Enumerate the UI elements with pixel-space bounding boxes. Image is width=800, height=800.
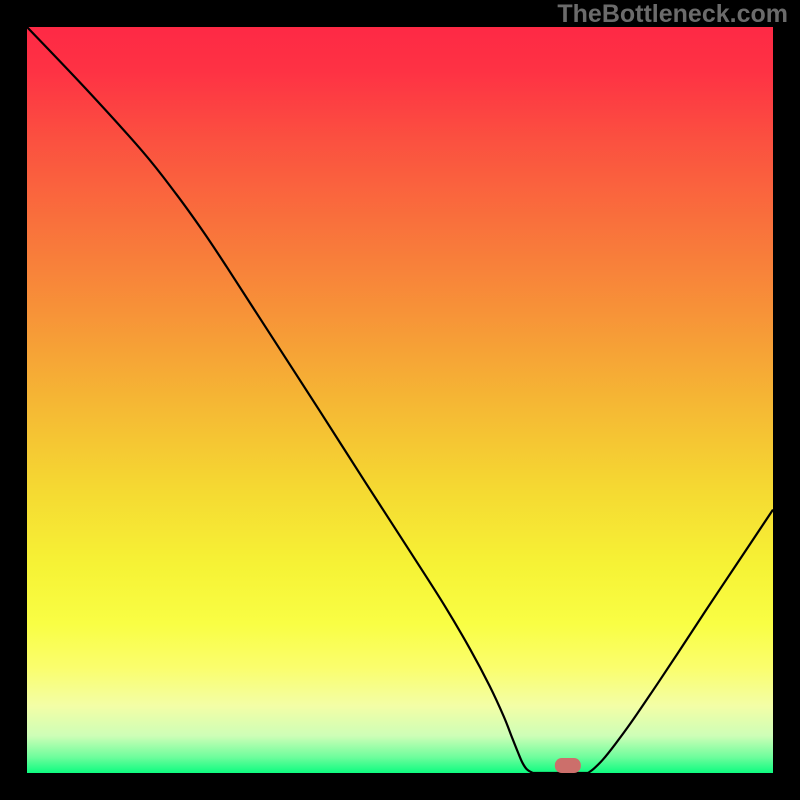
bottleneck-chart: TheBottleneck.com: [0, 0, 800, 800]
watermark-text: TheBottleneck.com: [557, 0, 788, 29]
chart-svg: [0, 0, 800, 800]
optimal-marker: [555, 758, 581, 773]
gradient-plot-area: [27, 27, 773, 773]
